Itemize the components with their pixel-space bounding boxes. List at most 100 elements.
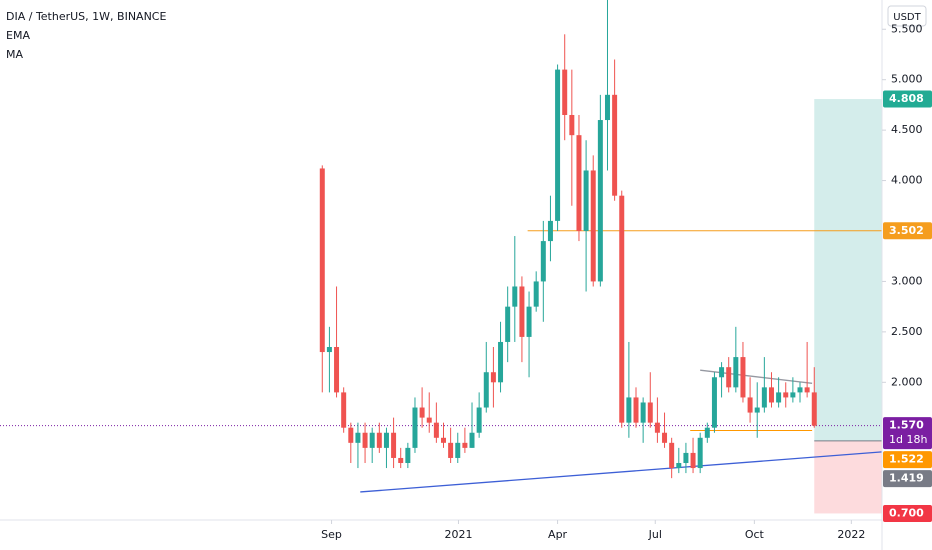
candle-body: [498, 341, 504, 383]
candle-body: [519, 286, 525, 337]
candle-body: [768, 387, 774, 403]
candle-body: [555, 69, 561, 221]
candle-body: [540, 241, 546, 282]
candle-body: [362, 432, 368, 448]
price-label-box: [883, 90, 932, 108]
candle-body: [505, 306, 511, 342]
candle-body: [512, 286, 518, 307]
y-tick-label: 4.500: [891, 123, 923, 136]
candle-body: [804, 387, 810, 393]
candle-body: [683, 452, 689, 464]
candle-body: [319, 168, 325, 353]
candle-body: [590, 170, 596, 282]
price-label-box: [883, 504, 932, 522]
x-tick-label: Sep: [321, 528, 342, 541]
candle-body: [348, 427, 354, 443]
candle-body: [776, 392, 782, 403]
y-tick-label: 2.000: [891, 375, 923, 388]
price-label: 0.700: [889, 506, 924, 519]
indicator: EMA: [6, 29, 30, 42]
candle-body: [376, 432, 382, 448]
candle-body: [811, 392, 817, 426]
candle-body: [719, 367, 725, 378]
candle-body: [633, 397, 639, 423]
price-label-box: [883, 451, 932, 469]
candle-body: [405, 447, 411, 464]
y-tick-label: 3.000: [891, 274, 923, 287]
price-label-box: [883, 222, 932, 240]
candle-body: [341, 392, 347, 428]
candle-body: [462, 442, 468, 448]
price-label: 1.522: [889, 453, 924, 466]
candle-body: [761, 387, 767, 408]
candle-body: [334, 347, 340, 393]
trendline: [700, 369, 813, 384]
position-profit-zone: [814, 99, 882, 441]
x-tick-label: 2021: [444, 528, 472, 541]
candle-body: [562, 69, 568, 115]
candle-body: [597, 120, 603, 282]
indicator: MA: [6, 48, 23, 61]
candle-body: [433, 422, 439, 438]
candle-body: [412, 407, 418, 448]
candle-body: [740, 357, 746, 398]
candle-body: [612, 94, 618, 196]
chart-title: DIA / TetherUS, 1W, BINANCE: [6, 10, 166, 23]
candle-body: [398, 457, 404, 464]
candle-body: [626, 397, 632, 423]
candle-body: [483, 372, 489, 408]
candle-body: [448, 442, 454, 458]
x-tick-label: 2022: [837, 528, 865, 541]
candle-body: [640, 402, 646, 423]
candle-body: [733, 357, 739, 388]
candle-body: [455, 442, 461, 458]
x-tick-label: Oct: [745, 528, 765, 541]
candle-body: [490, 372, 496, 383]
candle-body: [391, 432, 397, 458]
y-tick-label: 5.500: [891, 22, 923, 35]
price-label: 1.419: [889, 472, 924, 485]
y-tick-label: 5.000: [891, 73, 923, 86]
candle-body: [441, 437, 446, 443]
candle-body: [533, 281, 539, 307]
candle-body: [569, 114, 575, 136]
price-label: 4.808: [889, 92, 924, 105]
candle-body: [783, 392, 789, 398]
candle-body: [697, 437, 703, 469]
currency-box[interactable]: [887, 5, 927, 27]
candle-body: [704, 427, 710, 438]
plot-area: [0, 0, 883, 514]
candle-body: [604, 94, 610, 121]
candle-body: [547, 220, 553, 242]
candle-body: [790, 392, 796, 398]
candle-body: [369, 432, 375, 448]
candle-body: [797, 387, 803, 393]
candle-body: [469, 432, 475, 448]
candle-body: [654, 422, 660, 433]
candle-body: [711, 377, 717, 428]
trendline: [360, 451, 883, 493]
currency[interactable]: USDT: [893, 12, 921, 23]
candle-body: [619, 195, 625, 423]
candle-body: [647, 402, 653, 423]
candle-body: [419, 407, 425, 418]
position-loss-zone: [814, 440, 882, 514]
candle-body: [669, 442, 675, 469]
candle-body: [383, 432, 389, 448]
candle-body: [747, 397, 753, 413]
candle-body: [526, 306, 532, 337]
candle-body: [676, 463, 682, 469]
x-tick-label: Jul: [648, 528, 662, 541]
candle-body: [726, 367, 732, 388]
candle-body: [326, 347, 332, 353]
price-label-box: [883, 470, 932, 488]
price-label: 1.570: [889, 419, 924, 432]
candle-body: [426, 417, 432, 423]
candle-body: [583, 170, 589, 231]
candle-body: [754, 407, 760, 413]
candle-body: [476, 407, 482, 433]
candle-body: [576, 135, 582, 231]
